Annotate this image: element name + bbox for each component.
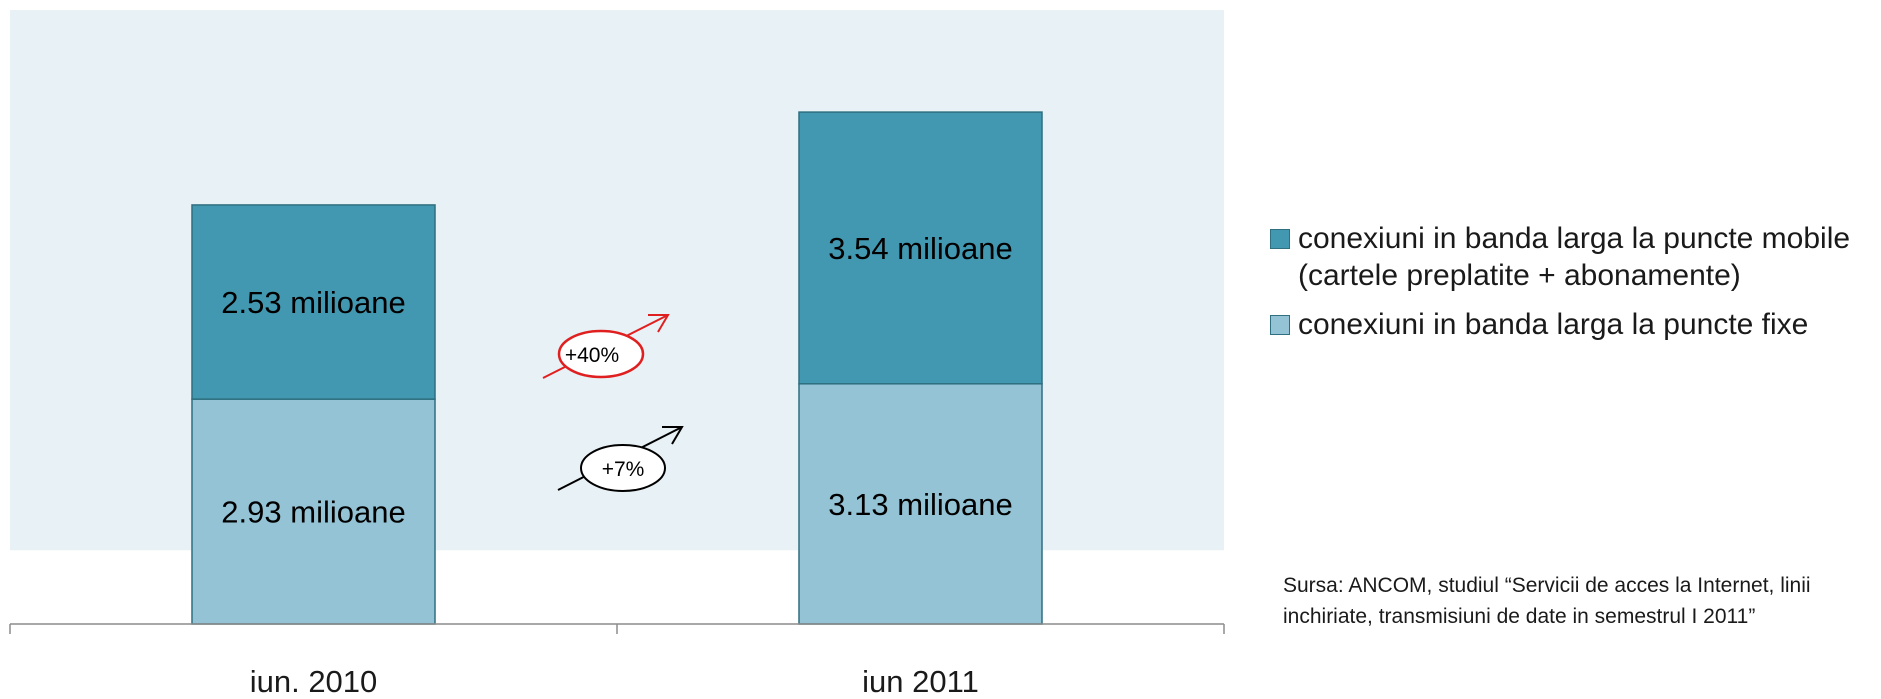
bar-mobile-2 <box>798 111 1043 385</box>
growth-label-fixe: +7% <box>602 458 645 481</box>
growth-label-mobile: +40% <box>565 344 619 367</box>
data-label-mobile-2: 3.54 milioane <box>828 231 1012 266</box>
data-label-fixe-1: 2.93 milioane <box>221 495 405 530</box>
bar-fixe-2 <box>798 383 1043 625</box>
growth-annotation-mobile: +40% <box>542 314 670 379</box>
legend-item-fixe: conexiuni in banda larga la puncte fixe <box>1270 306 1870 343</box>
legend-label-fixe: conexiuni in banda larga la puncte fixe <box>1298 308 1809 341</box>
bar-fixe-1 <box>191 398 436 625</box>
growth-arrowhead-fixe <box>662 426 684 445</box>
x-tick-label-1: iun. 2010 <box>250 664 378 699</box>
growth-oval-mobile <box>557 329 645 379</box>
legend-label-mobile: conexiuni in banda larga la puncte mobil… <box>1298 222 1851 292</box>
legend-swatch-fixe <box>1270 315 1290 335</box>
legend: conexiuni in banda larga la puncte mobil… <box>1270 220 1870 355</box>
legend-item-mobile: conexiuni in banda larga la puncte mobil… <box>1270 220 1870 294</box>
source-note: Sursa: ANCOM, studiul “Servicii de acces… <box>1283 574 1811 628</box>
growth-oval-fixe <box>580 444 666 492</box>
data-label-fixe-2: 3.13 milioane <box>828 487 1012 522</box>
x-tick-label-2: iun 2011 <box>862 664 979 699</box>
data-label-mobile-1: 2.53 milioane <box>221 285 405 320</box>
growth-annotation-fixe: +7% <box>557 426 684 492</box>
legend-swatch-mobile <box>1270 229 1290 249</box>
bar-mobile-1 <box>191 204 436 400</box>
growth-arrowhead-mobile <box>648 314 670 333</box>
